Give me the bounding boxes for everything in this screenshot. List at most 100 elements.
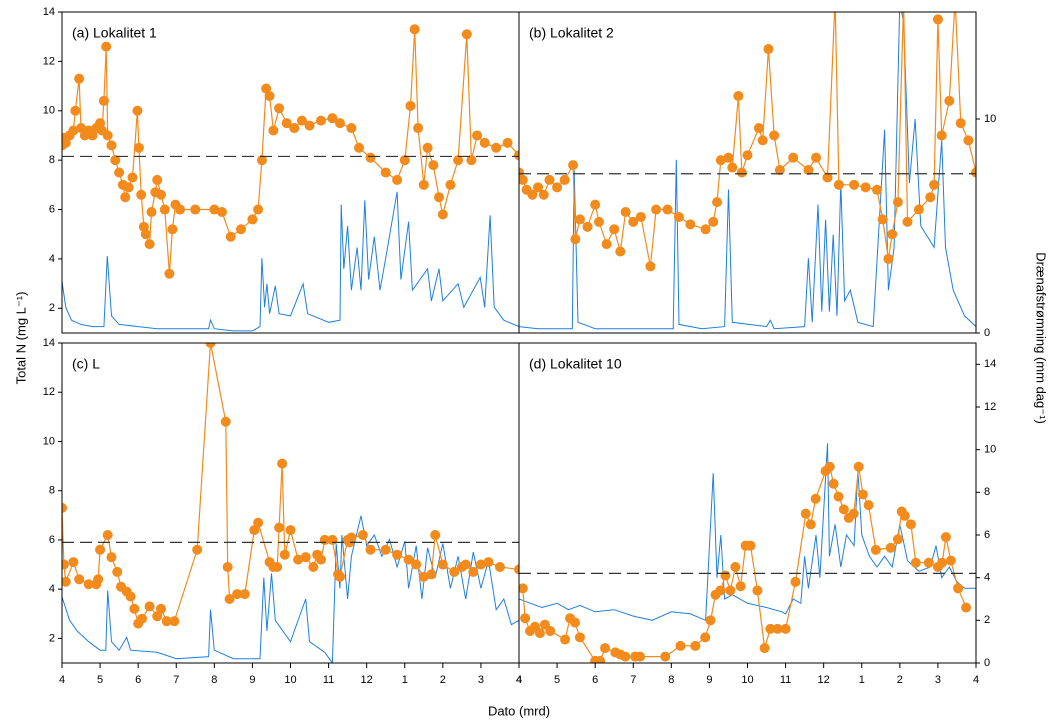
data-point [883,253,894,264]
data-point [887,229,898,240]
data-point [961,602,972,613]
y2-tick-label: 0 [984,327,990,339]
data-point [479,137,490,148]
x-tick-label: 11 [323,674,334,686]
data-point [780,623,791,634]
data-point [437,559,448,570]
plot-area [519,443,976,663]
data-point [466,155,477,166]
data-point [62,576,71,587]
data-point [712,197,723,208]
data-point [428,160,439,171]
data-point [152,611,163,622]
data-point [538,189,549,200]
data-point [405,100,416,111]
data-point [601,239,612,250]
data-point [635,211,646,222]
data-point [955,118,966,129]
data-point [144,601,155,612]
data-point [110,155,121,166]
panel-title: (a) Lokalitet 1 [72,25,157,41]
x-tick-label: 8 [211,674,217,686]
data-point [308,562,319,572]
data-point [560,634,571,645]
data-point [645,261,656,272]
data-point [327,113,338,124]
data-point [167,224,178,235]
data-point [830,0,840,5]
data-point [277,458,288,469]
data-point [190,204,201,215]
y2-tick-label: 4 [984,572,990,584]
data-point [216,207,227,218]
x-tick-label: 10 [284,674,296,686]
data-point [502,137,513,148]
panel-frame [518,342,977,664]
data-point [963,135,974,146]
data-point [281,118,292,129]
data-point [800,508,811,519]
data-point [70,105,81,116]
data-point [735,581,746,592]
data-point [715,585,726,596]
data-point [357,530,368,540]
x-tick-label: 1 [402,674,408,686]
series-line [62,515,519,663]
plot-area [519,0,976,330]
panel-frame [518,11,977,334]
y-tick-label: 10 [43,105,55,117]
data-point [101,41,112,52]
data-point [651,204,662,215]
x-tick-label: 2 [440,674,446,686]
data-point [892,197,903,208]
data-point [62,137,71,148]
data-point [83,579,94,590]
x-tick-label: 5 [554,674,560,686]
data-point [315,115,326,126]
data-point [772,623,783,634]
x-tick-label: 12 [361,674,373,686]
data-point [225,231,236,242]
data-point [615,246,626,257]
data-point [98,95,109,106]
data-point [114,167,125,178]
y-tick-label: 4 [49,583,55,595]
data-point [293,554,304,565]
y-tick-label: 2 [49,302,55,314]
data-point [574,632,585,643]
y-tick-label: 6 [49,534,55,546]
plot-area [62,343,519,663]
x-tick-label: 9 [706,674,712,686]
x-tick-label: 4 [516,674,522,686]
data-point [527,189,538,200]
series-line [522,465,967,662]
data-point [774,165,785,176]
data-point [274,103,285,114]
data-point [838,504,849,515]
data-point [568,160,579,171]
data-point [209,204,220,215]
panel-title: (c) L [72,356,100,372]
y-tick-label: 4 [49,253,55,265]
x-tick-label: 4 [59,674,65,686]
data-point [315,554,326,565]
data-point [120,192,131,203]
data-point [860,182,871,193]
x-tick-label: 3 [935,674,941,686]
data-point [940,532,951,543]
data-point [885,542,896,553]
data-point [426,569,437,580]
data-point [582,221,593,232]
data-point [380,544,391,555]
data-point [660,651,671,662]
data-point [205,343,216,348]
data-point [788,152,799,163]
data-point [161,616,172,627]
panel-title: (d) Lokalitet 10 [529,356,622,372]
y-tick-label: 14 [43,6,55,18]
data-point [192,544,203,555]
data-point [335,118,346,129]
data-point [239,589,250,600]
